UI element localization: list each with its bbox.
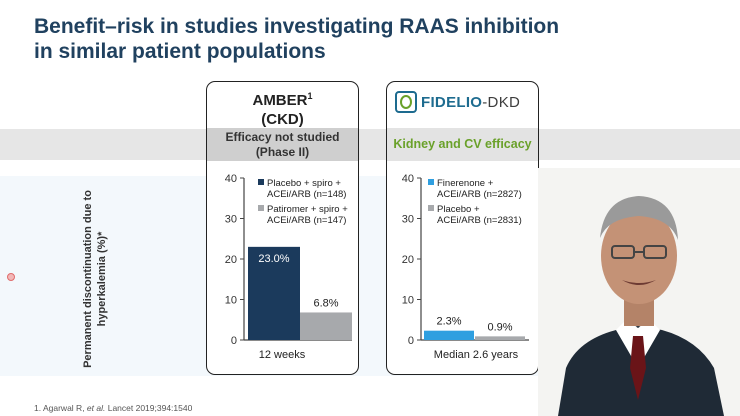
amber-tick-label: 20 <box>225 254 237 266</box>
fidelio-logo-icon <box>395 91 417 113</box>
amber-chart: 0 10 20 30 40 23.0% Placebo + spiro + ACEi/ARB … <box>225 173 352 361</box>
amber-x-label: 12 weeks <box>259 349 306 361</box>
fidelio-legend-label-2: Placebo + ACEi/ARB (n=2831) <box>437 204 522 226</box>
amber-efficacy-note: Efficacy not studied (Phase II) <box>207 128 358 161</box>
fidelio-data-label-1: 2.3% <box>436 316 461 328</box>
efficacy-band <box>0 129 740 160</box>
amber-legend-label-1: Placebo + spiro + ACEi/ARB (n=148) <box>267 178 346 200</box>
fidelio-legend-swatch-1 <box>428 179 434 185</box>
amber-tick-label: 40 <box>225 173 237 185</box>
fidelio-x-label: Median 2.6 years <box>434 349 519 361</box>
fidelio-tick-label: 0 <box>408 335 414 347</box>
fidelio-legend-swatch-2 <box>428 205 434 211</box>
speaker-video <box>538 168 740 416</box>
fidelio-tick-label: 30 <box>402 214 414 226</box>
fidelio-logo: FIDELIO-DKD <box>395 91 520 113</box>
amber-data-label-2: 6.8% <box>313 297 338 309</box>
fidelio-chart: 0 10 20 30 40 2.3% Finerenone + ACEi/ARB (n=282… <box>402 173 529 361</box>
amber-tick-label: 30 <box>225 214 237 226</box>
laser-pointer-dot <box>7 273 15 281</box>
fidelio-bar-2 <box>475 336 525 340</box>
fidelio-efficacy-note: Kidney and CV efficacy <box>387 128 538 161</box>
amber-legend-swatch-1 <box>258 179 264 185</box>
amber-citation: 1 <box>307 91 313 101</box>
fidelio-data-label-2: 0.9% <box>487 321 512 333</box>
amber-tick-label: 0 <box>231 335 237 347</box>
amber-legend-swatch-2 <box>258 205 264 211</box>
amber-legend-label-2: Patiromer + spiro + ACEi/ARB (n=147) <box>267 204 348 226</box>
footnote: 1. Agarwal R, et al. Lancet 2019;394:154… <box>34 403 193 413</box>
fidelio-legend-label-1: Finerenone + ACEi/ARB (n=2827) <box>437 178 522 200</box>
slide-title: Benefit–risk in studies investigating RA… <box>34 15 560 63</box>
fidelio-bar-1 <box>424 330 474 340</box>
fidelio-tick-label: 10 <box>402 295 414 307</box>
amber-bar-2 <box>300 312 352 340</box>
amber-tick-label: 10 <box>225 295 237 307</box>
amber-bar-1 <box>248 246 300 340</box>
fidelio-panel: FIDELIO-DKD Kidney and CV efficacy <box>386 81 539 375</box>
amber-title: AMBER1 (CKD) <box>252 91 313 128</box>
fidelio-tick-label: 40 <box>402 173 414 185</box>
amber-data-label-1: 23.0% <box>258 253 289 265</box>
fidelio-tick-label: 20 <box>402 254 414 266</box>
